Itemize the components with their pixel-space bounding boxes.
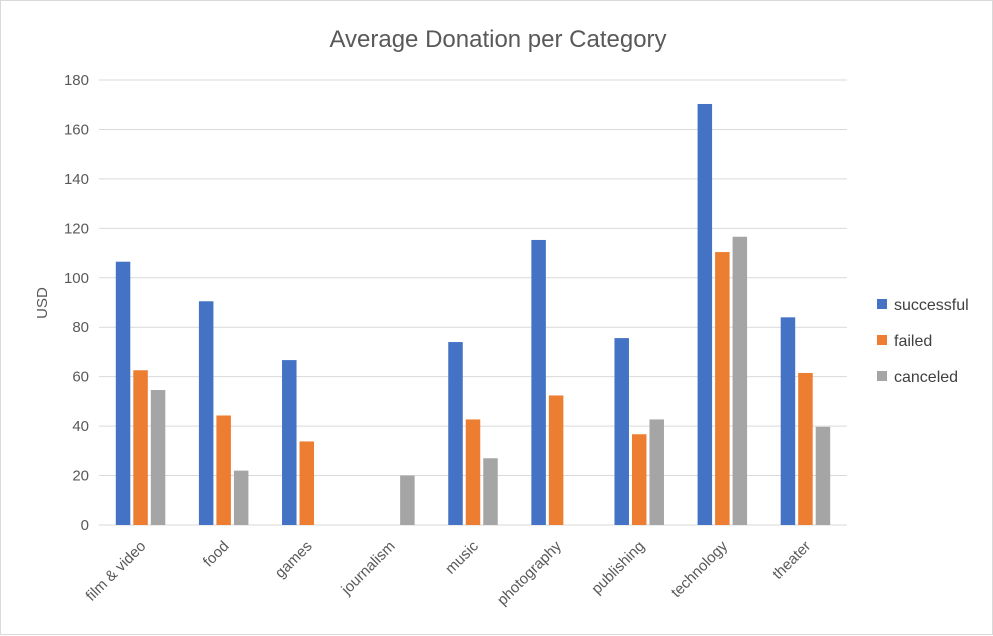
legend-label-failed: failed — [894, 333, 932, 350]
y-tick-label: 180 — [64, 72, 89, 89]
bar-failed — [715, 252, 730, 526]
bar-failed — [631, 434, 647, 525]
bar-failed — [548, 395, 564, 525]
y-tick-label: 140 — [64, 171, 89, 188]
bar-canceled — [400, 475, 415, 525]
x-tick-label: photography — [494, 537, 565, 608]
chart-title: Average Donation per Category — [329, 26, 666, 53]
bar-canceled — [150, 390, 166, 525]
x-tick-label: theater — [769, 538, 814, 583]
bar-failed — [465, 419, 481, 525]
bars — [115, 103, 831, 526]
y-tick-label: 20 — [72, 468, 89, 485]
legend-label-canceled: canceled — [894, 369, 958, 386]
legend-swatch-canceled — [877, 371, 887, 381]
y-axis-label: USD — [34, 287, 51, 319]
y-tick-label: 120 — [64, 220, 89, 237]
x-tick-label: music — [442, 537, 482, 577]
legend-swatch-failed — [877, 335, 887, 345]
y-tick-label: 40 — [72, 418, 89, 435]
y-tick-labels: 0 20 40 60 80 100 120 140 160 180 — [64, 72, 89, 534]
y-tick-label: 80 — [72, 319, 89, 336]
bar-successful — [198, 301, 214, 525]
legend-swatch-successful — [877, 299, 887, 309]
bar-failed — [216, 415, 231, 525]
bar-successful — [780, 317, 796, 525]
bar-successful — [448, 342, 463, 525]
bar-successful — [115, 261, 131, 525]
x-tick-label: games — [272, 538, 316, 582]
bar-canceled — [649, 419, 664, 525]
x-tick-label: journalism — [338, 538, 399, 599]
bar-canceled — [483, 458, 498, 525]
bar-canceled — [732, 236, 748, 525]
x-tick-labels: film & video food games journalism music phot… — [83, 537, 815, 608]
x-tick-label: publishing — [588, 538, 648, 598]
bar-successful — [614, 338, 629, 525]
x-tick-label: technology — [668, 537, 732, 601]
y-tick-label: 0 — [81, 517, 89, 534]
bar-canceled — [233, 470, 249, 525]
bar-successful — [697, 103, 713, 525]
y-tick-label: 160 — [64, 121, 89, 138]
bar-canceled — [815, 426, 831, 525]
x-tick-label: film & video — [83, 538, 150, 605]
legend: successful failed canceled — [877, 297, 969, 386]
legend-label-successful: successful — [894, 297, 969, 314]
bar-failed — [133, 370, 148, 525]
bar-failed — [798, 372, 813, 525]
bar-successful — [531, 239, 546, 526]
y-tick-label: 60 — [72, 369, 89, 386]
bar-successful — [282, 360, 297, 525]
bar-failed — [299, 441, 315, 525]
y-tick-label: 100 — [64, 270, 89, 287]
x-tick-label: food — [200, 538, 233, 571]
